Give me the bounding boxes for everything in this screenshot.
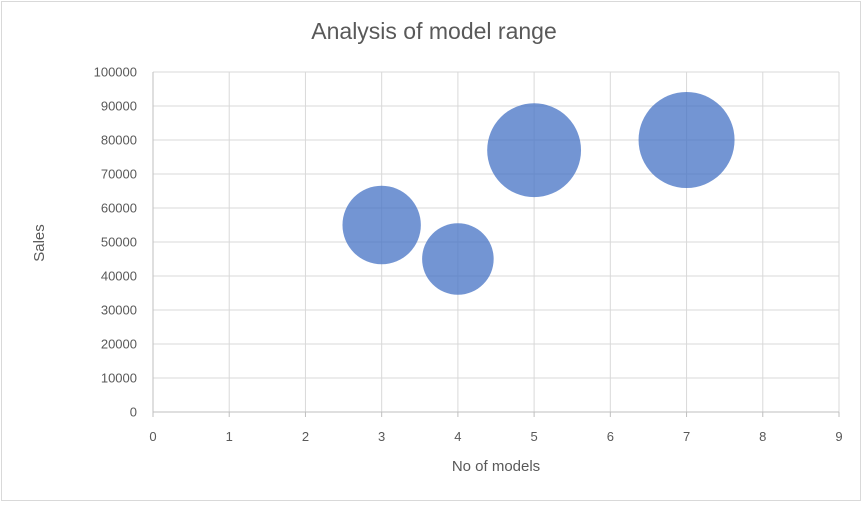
bubble-point[interactable] <box>422 223 494 295</box>
bubble-point[interactable] <box>487 103 582 198</box>
x-tick-label: 1 <box>226 429 233 444</box>
x-tick-label: 3 <box>378 429 385 444</box>
x-tick-label: 0 <box>149 429 156 444</box>
x-axis-title: No of models <box>452 458 540 475</box>
y-tick-label: 30000 <box>101 303 137 318</box>
y-tick-label: 80000 <box>101 133 137 148</box>
y-tick-label: 90000 <box>101 99 137 114</box>
plot-area <box>342 92 735 295</box>
y-tick-label: 10000 <box>101 371 137 386</box>
y-axis-title: Sales <box>31 224 48 262</box>
y-tick-label: 50000 <box>101 235 137 250</box>
x-tick-label: 2 <box>302 429 309 444</box>
bubble-point[interactable] <box>638 92 735 188</box>
y-tick-label: 0 <box>130 405 137 420</box>
bubble-point[interactable] <box>342 185 421 265</box>
y-tick-label: 100000 <box>94 65 137 80</box>
y-tick-label: 60000 <box>101 201 137 216</box>
x-tick-label: 9 <box>835 429 842 444</box>
axes: 0 10000 20000 30000 40000 50000 60000 70000 8000… <box>94 65 843 445</box>
y-tick-label: 40000 <box>101 269 137 284</box>
x-tick-label: 4 <box>454 429 461 444</box>
gridlines <box>153 71 840 412</box>
y-tick-label: 70000 <box>101 167 137 182</box>
x-tick-label: 7 <box>683 429 690 444</box>
x-tick-label: 6 <box>607 429 614 444</box>
x-tick-label: 8 <box>759 429 766 444</box>
y-tick-label: 20000 <box>101 337 137 352</box>
x-tick-label: 5 <box>530 429 537 444</box>
chart-title: Analysis of model range <box>311 18 556 44</box>
